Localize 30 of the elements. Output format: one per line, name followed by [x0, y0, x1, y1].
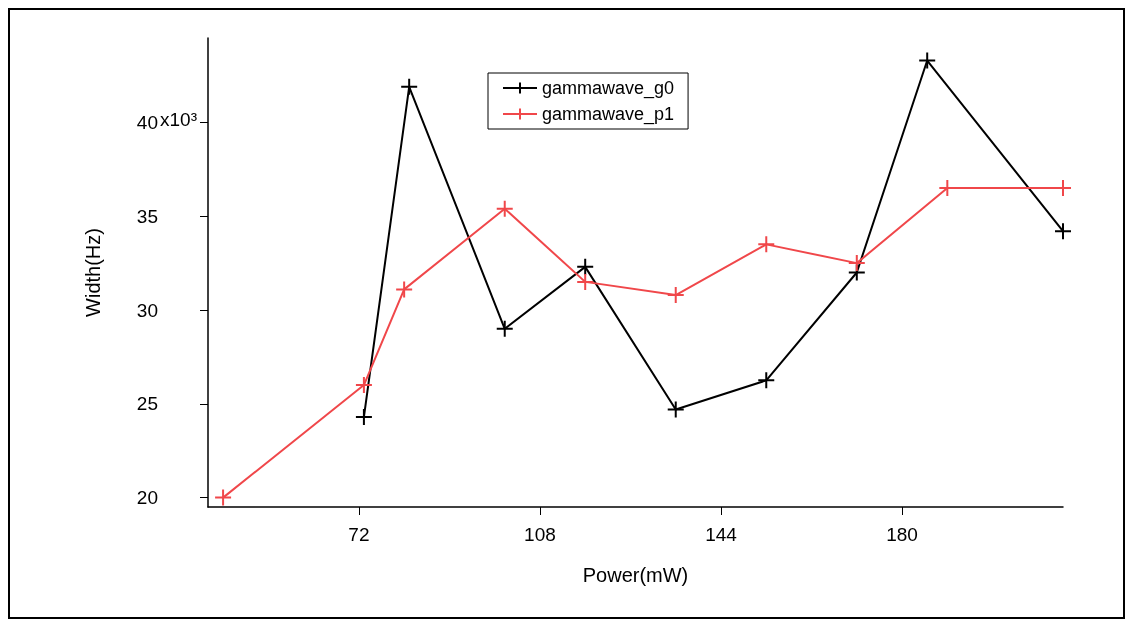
point [666, 286, 685, 305]
x-tick-label: 144 [705, 524, 738, 545]
y-tick-label: 40 [136, 111, 158, 133]
point [1054, 222, 1072, 241]
legend-label: gammawave_p1 [542, 104, 675, 125]
text: x10³ [160, 109, 197, 131]
point [918, 51, 937, 70]
point [495, 199, 514, 218]
point [847, 254, 866, 273]
point [354, 407, 373, 426]
x-tick-label: 180 [886, 524, 918, 545]
point [666, 400, 685, 419]
x-tick-label: 108 [524, 524, 556, 545]
y-axis-title: Width(Hz) [82, 228, 104, 317]
point [395, 280, 414, 299]
y-tick-label: 35 [136, 205, 158, 227]
y-tick-label: 20 [136, 487, 158, 509]
y-tick-label: 25 [136, 393, 158, 415]
point [495, 319, 514, 338]
x-axis-title: Power(mW) [582, 564, 689, 586]
point [757, 235, 776, 254]
point [354, 376, 373, 395]
point [400, 77, 419, 96]
x-tick-label: 72 [348, 524, 370, 545]
point [576, 257, 595, 276]
legend-label: gammawave_g0 [542, 78, 675, 99]
y-tick-label: 30 [136, 299, 158, 321]
point [214, 488, 233, 507]
point [757, 371, 776, 390]
point [576, 272, 595, 291]
